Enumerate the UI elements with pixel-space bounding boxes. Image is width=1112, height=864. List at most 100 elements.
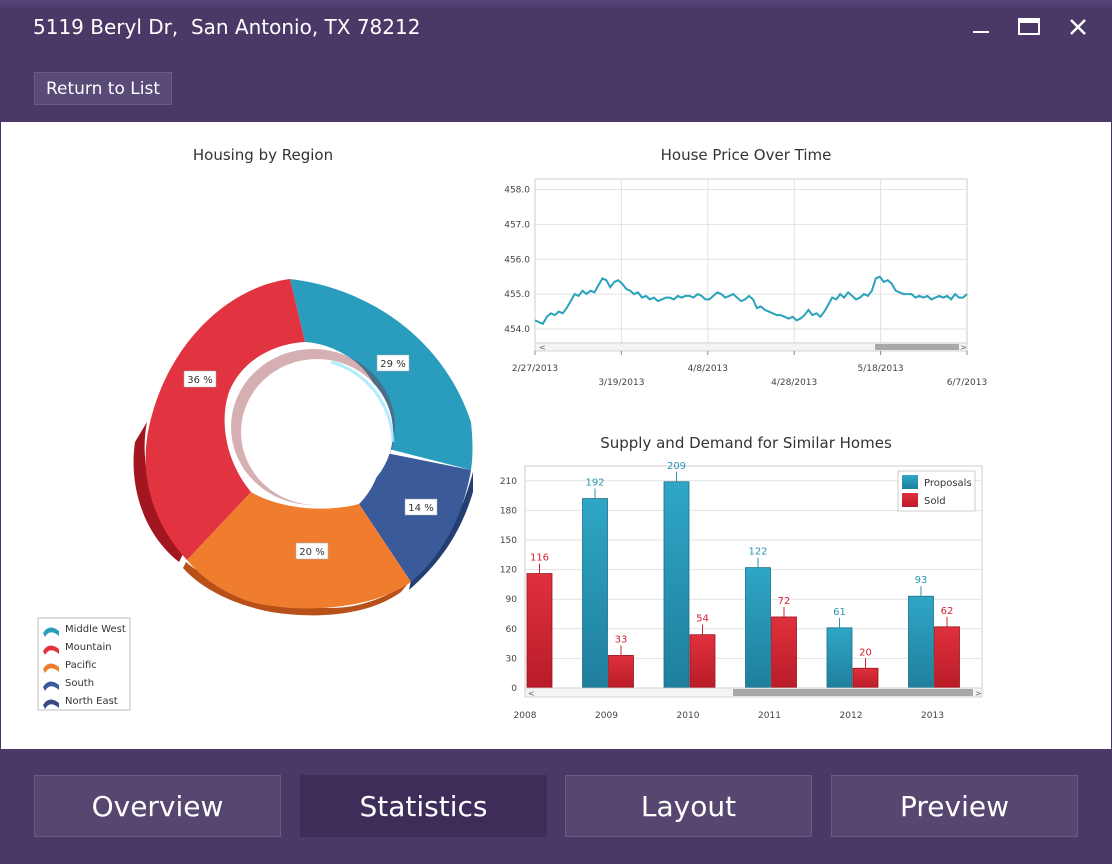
bar-data-label: 54 [696,614,709,625]
statistics-panel: 29 % 36 % 20 % 14 % Middle West Mountain P… [1,122,1111,749]
return-to-list-button[interactable]: Return to List [34,72,172,105]
pie-slice-south [359,452,471,582]
bar-proposals-2012 [826,627,853,689]
line-y-tick-label: 457.0 [504,220,530,230]
tab-overview[interactable]: Overview [34,775,281,837]
pie-slice-middle-west [290,279,473,470]
charts-canvas: 29 % 36 % 20 % 14 % Middle West Mountain P… [37,178,987,721]
bar-y-tick-label: 150 [500,536,517,546]
bar-y-tick-label: 30 [506,654,518,664]
line-chart-title: House Price Over Time [660,146,832,164]
close-button[interactable] [1061,12,1095,42]
line-plot-area [534,178,968,344]
pie-labels: 29 % 36 % 20 % 14 % [183,354,438,560]
bar-x-tick-label: 2009 [595,711,618,721]
window-title: 5119 Beryl Dr, San Antonio, TX 78212 [33,15,421,39]
bottom-nav: Overview Statistics Layout Preview [0,749,1112,864]
legend-label-south: South [65,678,94,689]
bar-y-tick-label: 90 [506,595,518,605]
legend-label-north-east: North East [65,696,118,707]
line-chart: 458.0 457.0 456.0 455.0 454.0 < > 2/27/2013 3… [504,178,987,388]
bar-x-tick-label: 2011 [758,711,781,721]
bar-data-label: 61 [833,607,846,618]
bar-sold-2008 [526,573,553,689]
legend-marker-south [43,681,59,691]
line-y-tick-label: 455.0 [504,290,530,300]
bar-sold-2011 [771,616,797,689]
line-x-tick-label: 4/28/2013 [771,378,817,388]
pie-depth-pacific [183,562,411,616]
bar-data-label: 93 [915,575,928,586]
line-x-tick-label: 2/27/2013 [512,364,558,374]
line-scrollbar-thumb[interactable] [875,344,959,350]
line-x-tick-label: 5/18/2013 [858,364,904,374]
bar-proposals-2010 [663,481,690,689]
maximize-icon [1018,18,1040,35]
bar-sold-2009 [608,655,634,689]
bar-chart: 0 30 60 90 120 150 180 210 116 192 33 209 54 122 72 61… [500,461,983,721]
bar-proposals-2011 [745,567,771,689]
pie-legend: Middle West Mountain Pacific South North Eas… [37,617,131,711]
line-x-tick-label: 6/7/2013 [947,378,987,388]
legend-label-sold: Sold [924,496,946,507]
pie-label-mountain: 36 % [187,375,212,386]
legend-label-pacific: Pacific [65,660,97,671]
bar-proposals-2009 [582,498,608,689]
tab-preview[interactable]: Preview [831,775,1078,837]
pie-depth-south [409,472,473,590]
bar-x-tick-label: 2008 [514,711,537,721]
line-y-tick-label: 458.0 [504,185,530,195]
line-y-tick-label: 454.0 [504,325,530,335]
bar-data-label: 116 [530,553,549,564]
bar-scroll-right-icon[interactable]: > [975,689,982,698]
donut-chart [133,279,473,616]
line-y-tick-label: 456.0 [504,255,530,265]
bar-x-tick-label: 2012 [840,711,863,721]
bar-sold-2010 [689,634,716,689]
legend-marker-mountain [43,645,59,655]
bar-data-label: 209 [667,461,686,472]
bar-y-tick-label: 120 [500,566,517,576]
bar-y-tick-label: 60 [506,625,518,635]
bar-data-label: 33 [615,634,628,645]
title-bar: 5119 Beryl Dr, San Antonio, TX 78212 Ret… [0,0,1112,122]
line-series [534,275,968,326]
bar-data-label: 72 [778,596,791,607]
maximize-button[interactable] [1012,12,1046,42]
bar-legend: Proposals Sold [897,470,976,512]
bar-scrollbar-thumb[interactable] [733,689,973,696]
pie-inner-highlight [330,360,395,443]
bar-x-tick-label: 2013 [921,711,944,721]
tab-statistics[interactable]: Statistics [300,775,547,837]
line-x-tick-label: 3/19/2013 [598,378,644,388]
legend-marker-pacific [43,663,59,673]
bar-x-tick-label: 2010 [677,711,700,721]
line-scroll-right-icon[interactable]: > [960,343,967,352]
bar-y-tick-label: 0 [511,684,517,694]
legend-label-mountain: Mountain [65,642,112,653]
bar-proposals-2013 [908,595,934,689]
minimize-button[interactable] [964,12,998,42]
line-scrollbar-track[interactable] [534,342,968,352]
legend-marker-middle-west [43,627,59,637]
pie-label-middle-west: 29 % [380,359,405,370]
bar-sold-2013 [934,626,960,689]
tab-layout[interactable]: Layout [565,775,812,837]
legend-marker-north-east [43,699,59,709]
bar-chart-title: Supply and Demand for Similar Homes [600,434,892,452]
donut-chart-title: Housing by Region [192,146,334,164]
legend-swatch-proposals [902,475,918,489]
pie-label-south: 14 % [408,503,433,514]
pie-slice-mountain [145,279,305,560]
bar-scroll-left-icon[interactable]: < [528,689,535,698]
legend-label-proposals: Proposals [924,478,972,489]
close-icon [1070,19,1086,35]
legend-label-middle-west: Middle West [65,624,126,635]
bar-data-label: 122 [748,547,767,558]
bar-data-label: 192 [585,478,604,489]
line-scroll-left-icon[interactable]: < [539,343,546,352]
bar-y-tick-label: 180 [500,506,517,516]
bar-sold-2012 [852,667,879,689]
minimize-icon [973,31,989,33]
bar-data-label: 62 [941,606,954,617]
